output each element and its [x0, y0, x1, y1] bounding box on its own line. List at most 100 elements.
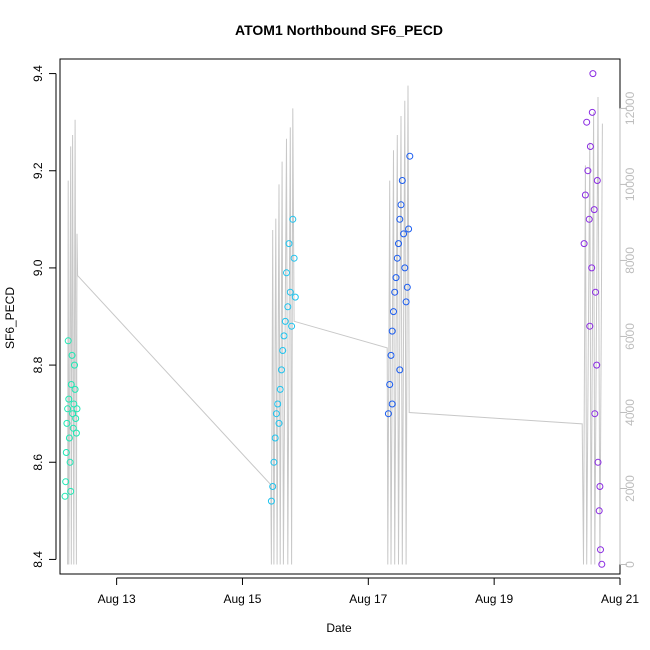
- data-point: [593, 177, 601, 184]
- data-point: [406, 152, 414, 160]
- data-point: [392, 274, 400, 282]
- data-point: [72, 415, 80, 422]
- data-point: [585, 215, 593, 223]
- data-point: [397, 201, 405, 209]
- data-point: [272, 410, 280, 418]
- data-point: [395, 240, 402, 248]
- data-point: [68, 351, 76, 359]
- data-point: [396, 366, 404, 374]
- data-point: [69, 424, 77, 432]
- data-point: [70, 400, 78, 408]
- data-point: [588, 264, 596, 272]
- data-point: [276, 385, 284, 393]
- data-point: [589, 70, 597, 78]
- data-point: [289, 215, 297, 223]
- data-point: [595, 507, 603, 515]
- data-point: [69, 410, 77, 418]
- series-1: [267, 215, 299, 505]
- data-point: [278, 366, 285, 374]
- data-point: [275, 419, 283, 427]
- y2-tick-label: 2000: [623, 475, 637, 502]
- y2-tick-label: 8000: [623, 247, 637, 274]
- data-point: [285, 240, 293, 248]
- data-point: [598, 560, 606, 568]
- data-point: [73, 405, 81, 413]
- data-points: [61, 70, 606, 568]
- data-point: [384, 410, 392, 418]
- secondary-line: [67, 85, 603, 565]
- y2-tick-label: 6000: [623, 323, 637, 350]
- data-point: [393, 254, 401, 262]
- data-point: [267, 497, 275, 505]
- data-point: [580, 240, 588, 248]
- data-point: [67, 487, 75, 495]
- data-point: [586, 143, 594, 150]
- data-point: [386, 381, 394, 388]
- data-point: [388, 400, 396, 408]
- data-point: [281, 317, 289, 325]
- data-point: [401, 264, 409, 272]
- data-point: [594, 458, 602, 466]
- data-point: [583, 118, 591, 126]
- x-tick-label: Aug 21: [601, 592, 639, 606]
- data-point: [269, 483, 277, 490]
- data-point: [270, 458, 278, 466]
- x-axis-title: Date: [326, 621, 352, 635]
- data-point: [64, 405, 72, 413]
- data-point: [390, 308, 397, 316]
- y-axis-right: 0 2000 4000 6000 8000 10000 12000: [619, 91, 637, 568]
- series-0: [61, 337, 81, 500]
- x-tick-label: Aug 17: [349, 592, 387, 606]
- data-point: [584, 167, 592, 175]
- data-point: [279, 347, 287, 354]
- data-point: [288, 322, 296, 330]
- y-tick-label: 9.2: [31, 162, 45, 179]
- y2-tick-label: 12000: [623, 91, 637, 125]
- data-point: [65, 395, 73, 403]
- data-point: [64, 337, 72, 345]
- series-3: [580, 70, 606, 568]
- y-tick-label: 8.6: [31, 454, 45, 471]
- data-point: [61, 492, 69, 500]
- data-point: [405, 225, 413, 233]
- chart-title: ATOM1 Northbound SF6_PECD: [235, 22, 443, 38]
- data-point: [72, 429, 80, 437]
- data-point: [403, 283, 411, 291]
- data-point: [67, 381, 75, 388]
- data-point: [398, 177, 406, 184]
- y-tick-label: 8.4: [31, 551, 45, 568]
- data-point: [581, 191, 589, 199]
- y-tick-label: 9.4: [31, 65, 45, 82]
- data-point: [586, 322, 594, 330]
- data-point: [280, 332, 288, 340]
- data-point: [388, 327, 396, 335]
- y-tick-label: 9.0: [31, 259, 45, 276]
- data-point: [396, 215, 404, 223]
- series-2: [384, 152, 414, 418]
- secondary-series: [67, 85, 603, 565]
- data-point: [62, 449, 70, 456]
- data-point: [391, 288, 399, 296]
- data-point: [291, 293, 299, 301]
- plot-frame: [59, 58, 621, 575]
- y-axis-title: SF6_PECD: [3, 287, 17, 349]
- data-point: [590, 206, 598, 214]
- y-axis-left: 8.4 8.6 8.8 9.0 9.2 9.4: [31, 65, 57, 568]
- x-tick-label: Aug 19: [475, 592, 513, 606]
- data-point: [62, 478, 70, 486]
- data-point: [588, 108, 596, 116]
- x-tick-label: Aug 13: [98, 592, 136, 606]
- data-point: [592, 288, 599, 296]
- data-point: [387, 351, 395, 359]
- data-point: [283, 269, 290, 277]
- x-tick-label: Aug 15: [223, 592, 261, 606]
- data-point: [290, 254, 298, 262]
- y2-tick-label: 0: [623, 561, 637, 568]
- data-point: [63, 419, 71, 427]
- data-point: [400, 230, 408, 238]
- data-point: [286, 288, 294, 296]
- data-point: [591, 410, 599, 418]
- data-point: [597, 546, 604, 554]
- data-point: [71, 361, 78, 369]
